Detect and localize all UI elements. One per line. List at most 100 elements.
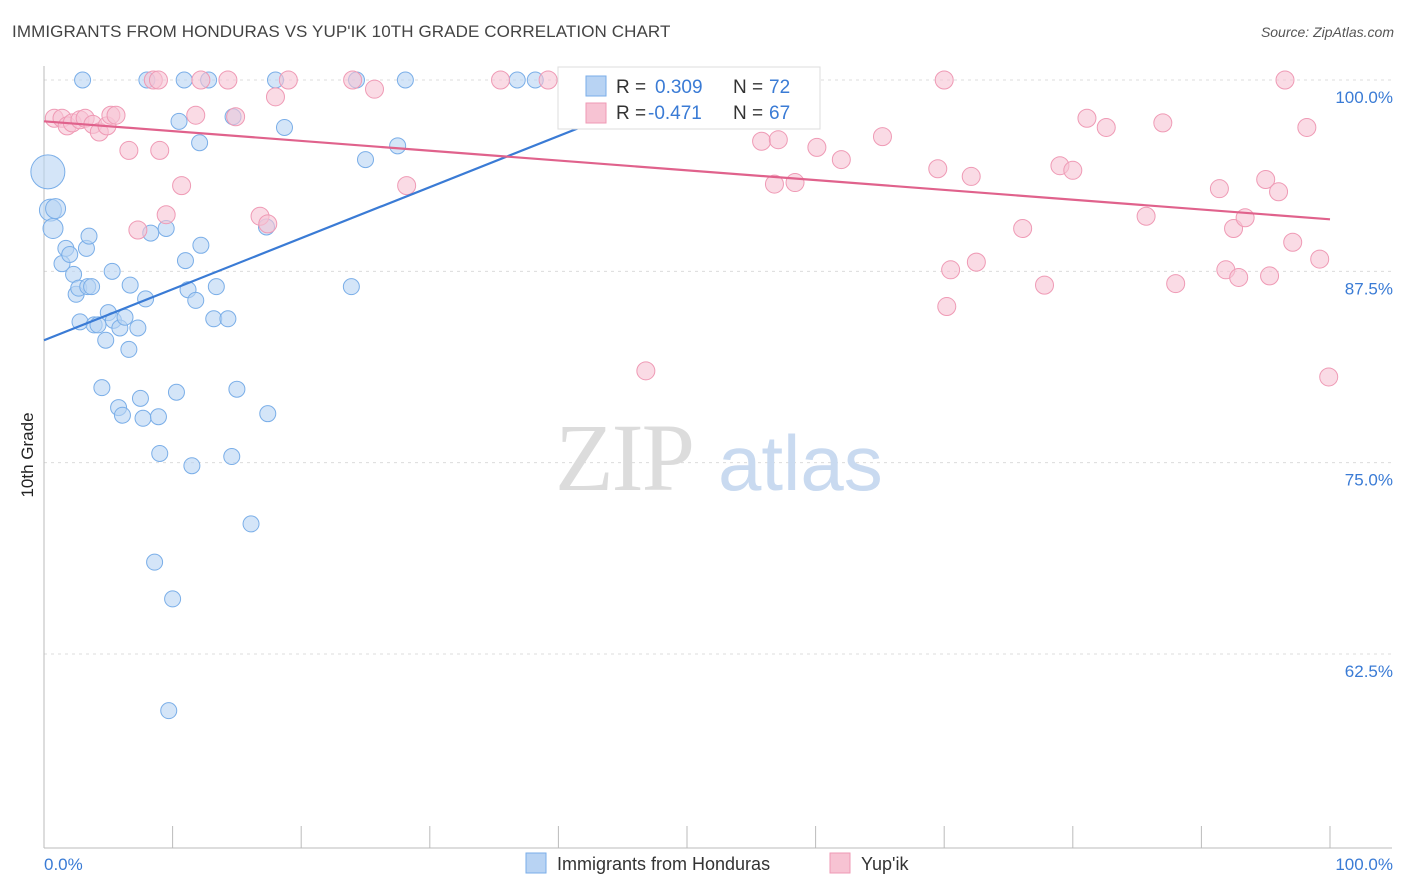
honduras-point[interactable] xyxy=(80,227,98,245)
yupik-point[interactable] xyxy=(278,70,298,90)
honduras-point[interactable] xyxy=(342,278,360,296)
yupik-point[interactable] xyxy=(186,105,206,125)
bottom-legend: Immigrants from Honduras Yup'ik xyxy=(525,852,909,874)
yupik-point[interactable] xyxy=(156,205,176,225)
yupik-point[interactable] xyxy=(1035,275,1055,295)
yupik-point[interactable] xyxy=(785,173,805,193)
yupik-point[interactable] xyxy=(365,79,385,99)
yupik-point[interactable] xyxy=(768,130,788,150)
honduras-point[interactable] xyxy=(187,291,205,309)
yupik-point[interactable] xyxy=(1297,117,1317,137)
yupik-point[interactable] xyxy=(1063,160,1083,180)
yupik-point[interactable] xyxy=(191,70,211,90)
yupik-point[interactable] xyxy=(343,70,363,90)
yupik-point[interactable] xyxy=(752,131,772,151)
honduras-point[interactable] xyxy=(191,134,209,152)
yupik-point[interactable] xyxy=(491,70,511,90)
yupik-point[interactable] xyxy=(1136,206,1156,226)
honduras-point[interactable] xyxy=(74,71,92,89)
honduras-point[interactable] xyxy=(45,198,67,220)
yupik-point[interactable] xyxy=(218,70,238,90)
yupik-point[interactable] xyxy=(148,70,168,90)
honduras-point[interactable] xyxy=(120,340,138,358)
honduras-point[interactable] xyxy=(223,448,241,466)
honduras-point[interactable] xyxy=(275,118,293,136)
yupik-point[interactable] xyxy=(1283,232,1303,252)
honduras-point[interactable] xyxy=(207,278,225,296)
yupik-point[interactable] xyxy=(1153,113,1173,133)
yupik-point[interactable] xyxy=(941,260,961,280)
honduras-point[interactable] xyxy=(228,380,246,398)
yupik-point[interactable] xyxy=(1260,266,1280,286)
honduras-point[interactable] xyxy=(121,276,139,294)
honduras-point[interactable] xyxy=(205,310,223,328)
yupik-point[interactable] xyxy=(1310,249,1330,269)
yupik-point[interactable] xyxy=(1166,274,1186,294)
honduras-point[interactable] xyxy=(103,262,121,280)
yupik-point[interactable] xyxy=(937,297,957,317)
honduras-point[interactable] xyxy=(183,457,201,475)
honduras-point[interactable] xyxy=(396,71,414,89)
honduras-point[interactable] xyxy=(151,444,169,462)
honduras-point[interactable] xyxy=(131,389,149,407)
watermark-atlas: atlas xyxy=(718,419,883,507)
yupik-point[interactable] xyxy=(1013,218,1033,238)
honduras-point[interactable] xyxy=(93,379,111,397)
yupik-point[interactable] xyxy=(928,159,948,179)
yupik-point[interactable] xyxy=(831,150,851,170)
yupik-point[interactable] xyxy=(150,140,170,160)
yupik-point[interactable] xyxy=(636,361,656,381)
yupik-point[interactable] xyxy=(258,214,278,234)
yupik-point[interactable] xyxy=(397,176,417,196)
yupik-point[interactable] xyxy=(265,87,285,107)
honduras-point[interactable] xyxy=(149,408,167,426)
legend-label-honduras[interactable]: Immigrants from Honduras xyxy=(557,854,770,874)
legend-swatch-honduras[interactable] xyxy=(525,852,547,874)
honduras-point[interactable] xyxy=(30,154,66,190)
honduras-point[interactable] xyxy=(61,245,79,263)
yupik-point[interactable] xyxy=(226,107,246,127)
yupik-point[interactable] xyxy=(966,252,986,272)
honduras-point[interactable] xyxy=(129,319,147,337)
legend-swatch-yupik[interactable] xyxy=(829,852,851,874)
honduras-point[interactable] xyxy=(259,405,277,423)
honduras-point[interactable] xyxy=(160,702,178,720)
honduras-point[interactable] xyxy=(219,310,237,328)
yupik-point[interactable] xyxy=(1077,108,1097,128)
honduras-point[interactable] xyxy=(175,71,193,89)
honduras-point[interactable] xyxy=(389,137,407,155)
yupik-point[interactable] xyxy=(764,174,784,194)
yupik-point[interactable] xyxy=(172,176,192,196)
honduras-point[interactable] xyxy=(146,553,164,571)
honduras-point[interactable] xyxy=(97,331,115,349)
yupik-point[interactable] xyxy=(128,220,148,240)
yupik-point[interactable] xyxy=(1209,179,1229,199)
honduras-point[interactable] xyxy=(176,252,194,270)
honduras-point[interactable] xyxy=(134,409,152,427)
honduras-point[interactable] xyxy=(83,278,101,296)
yupik-point[interactable] xyxy=(1275,70,1295,90)
yupik-point[interactable] xyxy=(1256,169,1276,189)
honduras-point[interactable] xyxy=(170,112,188,130)
yupik-point[interactable] xyxy=(1229,267,1249,287)
yupik-point[interactable] xyxy=(1319,367,1339,387)
yupik-point[interactable] xyxy=(1096,117,1116,137)
honduras-point[interactable] xyxy=(508,71,526,89)
yupik-point[interactable] xyxy=(106,105,126,125)
honduras-point[interactable] xyxy=(167,383,185,401)
yupik-point[interactable] xyxy=(119,140,139,160)
honduras-point[interactable] xyxy=(357,151,374,169)
yupik-point[interactable] xyxy=(538,70,558,90)
legend-label-yupik[interactable]: Yup'ik xyxy=(861,854,909,874)
honduras-point[interactable] xyxy=(242,515,260,533)
yupik-point[interactable] xyxy=(1269,182,1289,202)
yupik-point[interactable] xyxy=(934,70,954,90)
honduras-point[interactable] xyxy=(42,217,64,239)
honduras-point[interactable] xyxy=(116,308,134,326)
honduras-point[interactable] xyxy=(113,406,131,424)
yupik-point[interactable] xyxy=(807,137,827,157)
yupik-point[interactable] xyxy=(872,127,892,147)
honduras-point[interactable] xyxy=(192,236,210,254)
yupik-point[interactable] xyxy=(961,166,981,186)
honduras-point[interactable] xyxy=(164,590,182,608)
